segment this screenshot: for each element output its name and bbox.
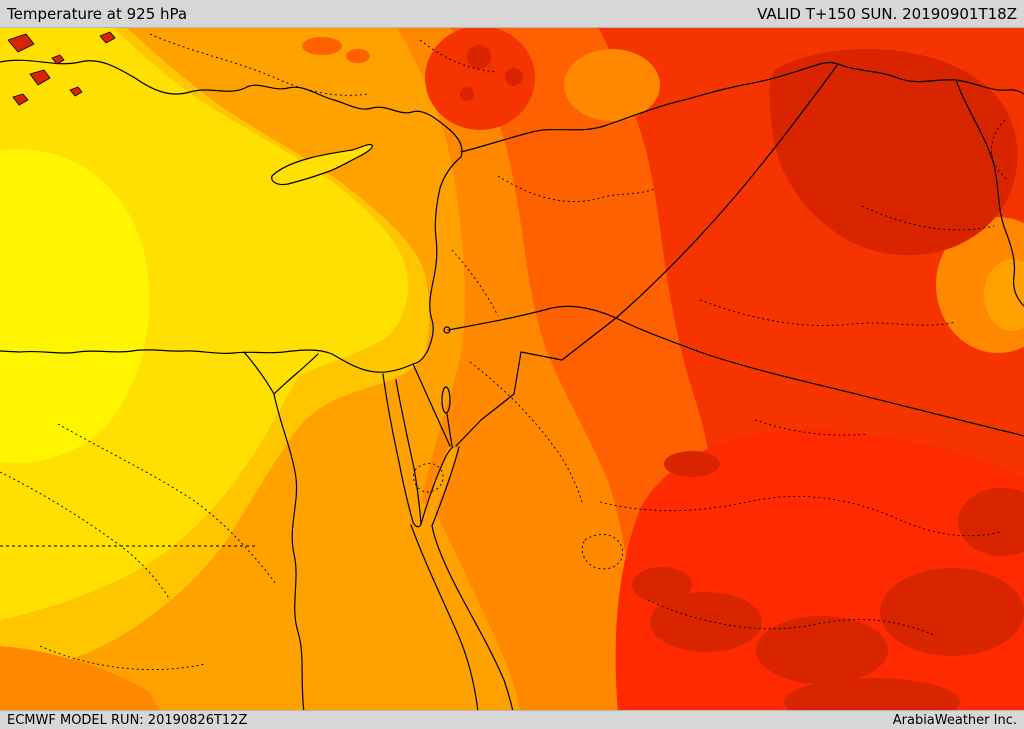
geo-lines bbox=[0, 31, 1024, 710]
sea-red-sea bbox=[392, 502, 520, 710]
island bbox=[7, 33, 35, 53]
nile-delta-branch bbox=[243, 351, 275, 395]
island bbox=[69, 86, 83, 97]
hot-spot-dark-red bbox=[664, 451, 720, 477]
hot-spot-dark-red bbox=[756, 616, 888, 684]
dotted-contour bbox=[149, 33, 369, 96]
warm-spot-red-orange bbox=[346, 49, 370, 63]
coastline-red-sea-egypt bbox=[410, 524, 479, 710]
dotted-contour bbox=[990, 119, 1009, 181]
dotted-contour bbox=[581, 533, 624, 570]
island bbox=[99, 31, 116, 44]
temp-fill-bright-yellow bbox=[0, 149, 150, 464]
border-jordan-saudi bbox=[455, 317, 617, 447]
dotted-contour bbox=[469, 361, 583, 503]
dotted-contour bbox=[413, 463, 444, 493]
hot-spot-dark-red bbox=[505, 68, 523, 86]
temperature-fills bbox=[0, 28, 1024, 710]
dotted-contour bbox=[599, 495, 1001, 537]
aegean-islands bbox=[7, 31, 116, 106]
cool-strip-hejaz bbox=[434, 434, 590, 710]
nile-delta-branch bbox=[273, 353, 319, 395]
nile-river bbox=[273, 393, 305, 710]
dotted-contour bbox=[699, 299, 957, 326]
border-israel-jordan bbox=[446, 413, 453, 447]
hot-spot-dark-red bbox=[467, 45, 491, 69]
sea-gulf-of-aqaba bbox=[415, 446, 458, 534]
map-area bbox=[0, 28, 1024, 710]
hot-spot-dark-red bbox=[784, 678, 960, 710]
brand-label: ArabiaWeather Inc. bbox=[892, 712, 1017, 728]
island bbox=[51, 54, 65, 65]
hot-spot-dark-red bbox=[880, 568, 1024, 656]
coastline-mediterranean bbox=[0, 59, 463, 373]
map-title: Temperature at 925 hPa bbox=[7, 4, 188, 23]
island bbox=[12, 93, 29, 106]
coastline-sinai-tip bbox=[412, 521, 422, 528]
weather-map-svg bbox=[0, 28, 1024, 710]
coastline-gulf-of-suez-west bbox=[382, 373, 414, 523]
border-turkey-syria bbox=[460, 61, 839, 153]
coastline-gulf-of-aqaba-west bbox=[420, 446, 454, 525]
cool-patch-orange-aleppo bbox=[564, 49, 660, 121]
dotted-contours bbox=[0, 33, 1009, 670]
temp-fill-deeper-orange-southwest bbox=[0, 646, 159, 710]
valid-time-label: VALID T+150 SUN. 20190901T18Z bbox=[757, 4, 1017, 23]
dotted-contour bbox=[0, 471, 171, 601]
model-run-label: ECMWF MODEL RUN: 20190826T12Z bbox=[7, 712, 248, 728]
dead-sea bbox=[441, 386, 451, 414]
dotted-contour bbox=[647, 599, 937, 637]
dotted-contour bbox=[754, 419, 869, 436]
dotted-contour bbox=[451, 249, 499, 317]
border-egypt-israel bbox=[412, 363, 451, 447]
dotted-contour bbox=[57, 423, 277, 585]
dotted-contour bbox=[861, 205, 995, 231]
hot-spot-dark-red bbox=[650, 592, 762, 652]
coastline-gulf-of-suez-east bbox=[395, 379, 422, 525]
sea-overlays bbox=[381, 391, 590, 710]
hot-spot-dark-red bbox=[958, 488, 1024, 556]
dotted-contour bbox=[497, 175, 657, 203]
warm-spot-red-orange bbox=[302, 37, 342, 55]
header-bar: Temperature at 925 hPa VALID T+150 SUN. … bbox=[0, 0, 1024, 28]
border-jordan-syria bbox=[447, 305, 617, 331]
hot-spot-dark-red bbox=[460, 87, 474, 101]
island bbox=[29, 69, 51, 86]
hot-spot-dark-red bbox=[632, 567, 692, 603]
footer-bar: ECMWF MODEL RUN: 20190826T12Z ArabiaWeat… bbox=[0, 710, 1024, 729]
border-iraq-saudi bbox=[615, 317, 1024, 437]
border-iraq-iran bbox=[955, 79, 1024, 307]
cyprus-island bbox=[271, 143, 373, 186]
hot-spot-dark-red-northeast bbox=[769, 48, 1018, 256]
warm-spot-red-top bbox=[425, 28, 535, 130]
coastline-gulf-of-aqaba-east-saudi bbox=[431, 446, 514, 710]
border-syria-iraq bbox=[615, 63, 839, 319]
